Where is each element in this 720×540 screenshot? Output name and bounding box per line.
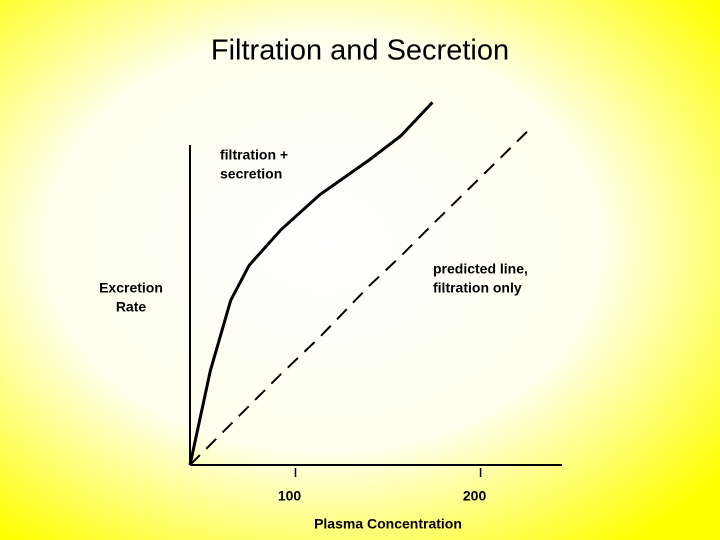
- series-line: [188, 101, 434, 466]
- chart-title: Filtration and Secretion: [211, 35, 509, 67]
- y-axis-label: Rate: [116, 299, 147, 315]
- annotation: secretion: [220, 166, 282, 182]
- annotation: filtration +: [220, 147, 288, 163]
- x-axis-label: Plasma Concentration: [314, 516, 462, 532]
- annotation: filtration only: [433, 280, 522, 296]
- y-axis-label: Excretion: [99, 280, 163, 296]
- x-tick-label: 100: [278, 488, 302, 504]
- x-tick-label: 200: [463, 488, 487, 504]
- annotation: predicted line,: [433, 261, 528, 277]
